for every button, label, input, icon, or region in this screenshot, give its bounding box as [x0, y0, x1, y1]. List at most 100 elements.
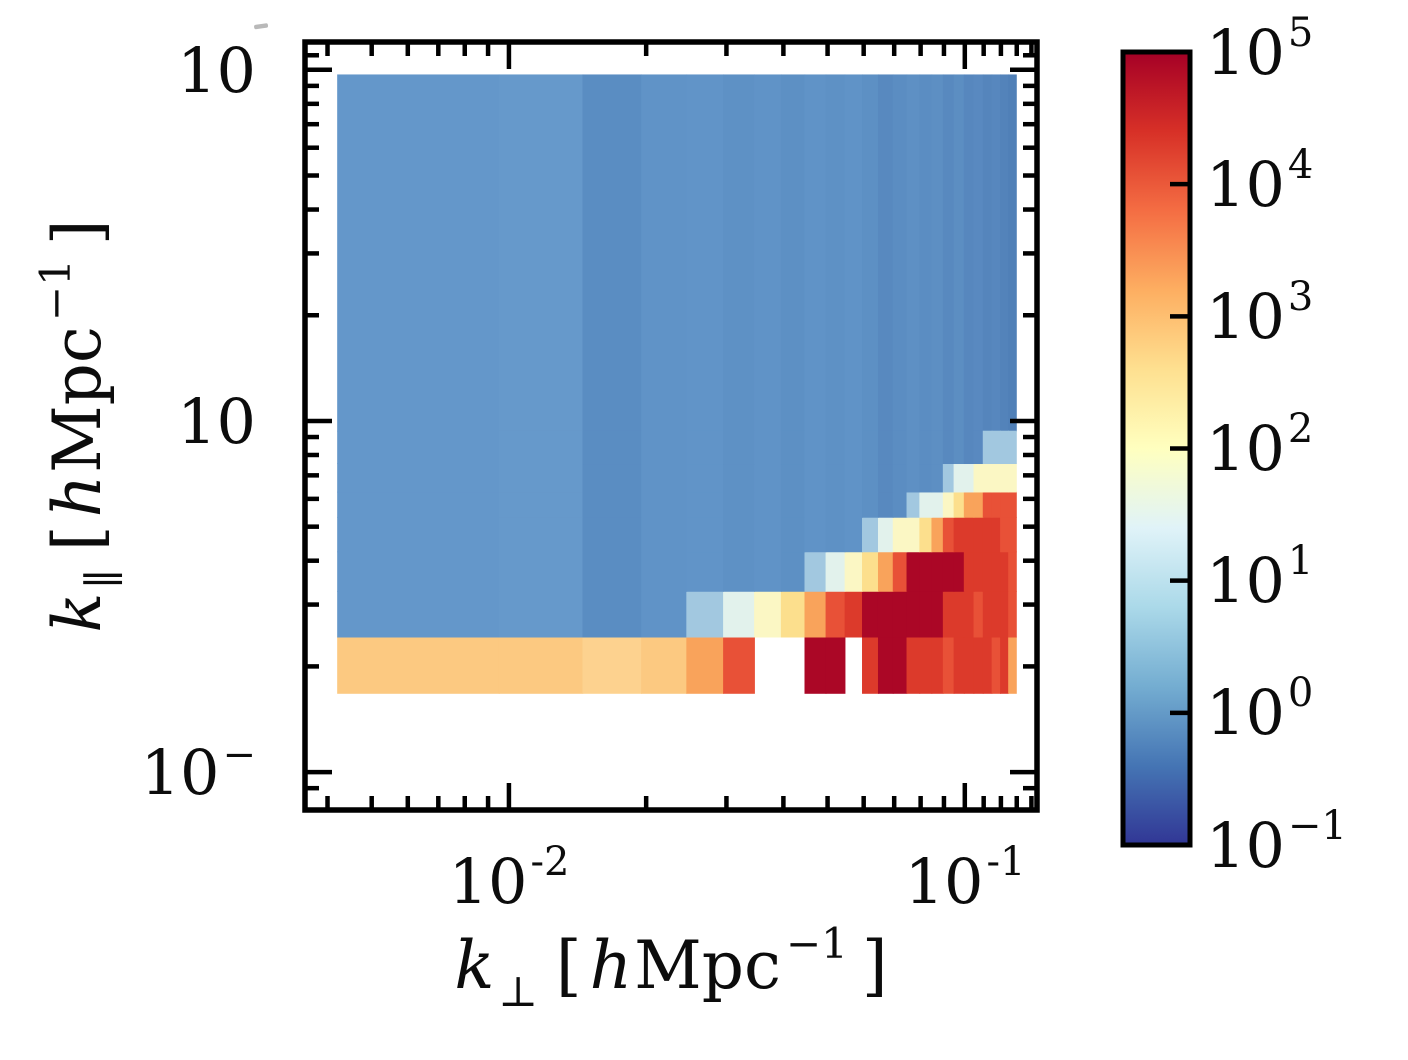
y-axis-title: k∥[hMpc−1]	[31, 219, 128, 632]
heatmap-cell	[641, 463, 688, 493]
heatmap-background-column	[953, 74, 965, 432]
heatmap-cell	[919, 636, 933, 694]
heatmap-cell	[780, 516, 806, 553]
heatmap-cell	[754, 551, 782, 592]
heatmap-cell	[641, 516, 688, 553]
heatmap-cell	[942, 551, 955, 592]
colorbar-label-1e-1: 10−1	[1206, 803, 1347, 882]
heatmap-cell	[973, 430, 984, 465]
heatmap-cell	[686, 430, 724, 465]
heatmap-cell	[337, 430, 500, 465]
heatmap-cell	[973, 636, 984, 694]
colorbar-labels: 105 104 103 102 101 100 10−1	[1206, 10, 1347, 882]
heatmap-cell	[582, 636, 642, 694]
heatmap-cell	[723, 463, 755, 493]
heatmap-cell	[963, 430, 975, 465]
y-tick-label-mid: 10	[177, 385, 256, 458]
heatmap-cell	[804, 516, 827, 553]
heatmap-cell	[963, 491, 975, 518]
heatmap-cell	[942, 430, 955, 465]
heatmap-cell	[892, 636, 908, 694]
heatmap-cell	[844, 430, 863, 465]
heatmap-cell	[1000, 636, 1009, 694]
heatmap-cell	[498, 430, 584, 465]
heatmap-cell	[906, 590, 921, 638]
heatmap-cell	[498, 463, 584, 493]
heatmap-cell	[982, 491, 993, 518]
heatmap-background-column	[582, 74, 642, 432]
heatmap-cell	[641, 636, 688, 694]
heatmap-cell	[963, 590, 975, 638]
heatmap-cell	[754, 516, 782, 553]
heatmap-cell	[862, 636, 879, 694]
heatmap-cell	[877, 551, 894, 592]
heatmap-background-column	[337, 74, 500, 432]
heatmap-cell	[991, 590, 1001, 638]
heatmap-cell	[942, 463, 955, 493]
heatmap-cell	[953, 636, 965, 694]
heatmap-cell	[1000, 463, 1009, 493]
heatmap-cell	[906, 463, 921, 493]
heatmap-cell	[953, 463, 965, 493]
heatmap-cell	[582, 551, 642, 592]
heatmap-cell	[991, 463, 1001, 493]
heatmap-background-column	[973, 74, 984, 432]
heatmap-cell	[641, 551, 688, 592]
heatmap-cell	[892, 491, 908, 518]
heatmap-cell	[919, 491, 933, 518]
heatmap-cell	[804, 463, 827, 493]
heatmap-cell	[862, 463, 879, 493]
heatmap-cell	[582, 516, 642, 553]
heatmap-cell	[804, 491, 827, 518]
heatmap-cell	[582, 463, 642, 493]
heatmap-cell	[877, 491, 894, 518]
heatmap-cell	[931, 516, 944, 553]
heatmap-background-column	[844, 74, 863, 432]
heatmap-cell	[991, 551, 1001, 592]
heatmap-background-column	[641, 74, 688, 432]
heatmap-cell	[1000, 491, 1009, 518]
heatmap-cell	[892, 430, 908, 465]
heatmap-cell	[1008, 590, 1017, 638]
heatmap-cell	[582, 590, 642, 638]
heatmap-background-column	[991, 74, 1001, 432]
heatmap-cell	[982, 463, 993, 493]
heatmap-background-column	[723, 74, 755, 432]
heatmap	[337, 74, 1017, 694]
heatmap-background-column	[919, 74, 933, 432]
heatmap-cell	[892, 590, 908, 638]
heatmap-cell	[754, 463, 782, 493]
heatmap-cell	[953, 590, 965, 638]
heatmap-cell	[973, 463, 984, 493]
heatmap-cell	[963, 551, 975, 592]
heatmap-cell	[1000, 516, 1009, 553]
heatmap-cell	[1008, 636, 1017, 694]
heatmap-cell	[892, 551, 908, 592]
heatmap-cell	[337, 491, 500, 518]
heatmap-cell	[1008, 491, 1017, 518]
y-tick-label-top: 10	[177, 34, 256, 107]
heatmap-cell	[686, 551, 724, 592]
heatmap-cell	[942, 516, 955, 553]
heatmap-cell	[723, 430, 755, 465]
heatmap-cell	[1008, 516, 1017, 553]
heatmap-background-column	[780, 74, 806, 432]
heatmap-cell	[931, 463, 944, 493]
heatmap-cell	[825, 590, 846, 638]
heatmap-cell	[953, 551, 965, 592]
heatmap-cell	[498, 516, 584, 553]
heatmap-cell	[686, 590, 724, 638]
heatmap-cell	[641, 430, 688, 465]
heatmap-cell	[919, 590, 933, 638]
heatmap-cell	[844, 551, 863, 592]
heatmap-background-column	[862, 74, 879, 432]
heatmap-cell	[641, 491, 688, 518]
heatmap-cell	[337, 636, 500, 694]
heatmap-cell	[862, 551, 879, 592]
heatmap-cell	[804, 636, 827, 694]
heatmap-cell	[862, 491, 879, 518]
heatmap-cell	[906, 636, 921, 694]
heatmap-cell	[780, 551, 806, 592]
